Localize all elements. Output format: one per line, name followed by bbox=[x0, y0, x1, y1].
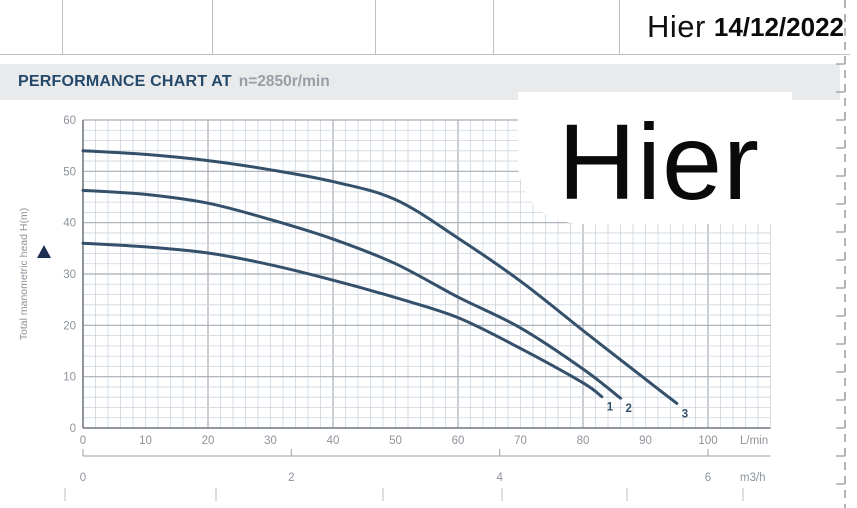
svg-text:m3/h: m3/h bbox=[740, 472, 766, 484]
curve-2 bbox=[81, 188, 622, 400]
curve-label-1: 1 bbox=[607, 402, 614, 414]
svg-text:50: 50 bbox=[63, 166, 76, 178]
table-cell bbox=[494, 0, 620, 54]
table-cell bbox=[0, 0, 63, 54]
svg-text:20: 20 bbox=[202, 435, 215, 447]
svg-text:100: 100 bbox=[698, 435, 717, 447]
chart-speed-subtitle: n=2850r/min bbox=[238, 73, 330, 90]
chart-title-bar: PERFORMANCE CHART AT n=2850r/min bbox=[0, 64, 840, 100]
curve-label-2: 2 bbox=[626, 403, 632, 415]
svg-text:20: 20 bbox=[63, 320, 76, 332]
stamp-date: 14/12/2022 bbox=[713, 11, 844, 42]
svg-text:10: 10 bbox=[63, 372, 76, 384]
curve-3 bbox=[81, 149, 679, 405]
chart-title: PERFORMANCE CHART AT bbox=[18, 73, 232, 90]
svg-text:50: 50 bbox=[389, 435, 402, 447]
stamp-word: Hier bbox=[647, 9, 706, 44]
svg-text:60: 60 bbox=[452, 435, 465, 447]
curve-label-3: 3 bbox=[682, 408, 688, 420]
y-axis-ticks: 0 10 20 30 40 50 60 bbox=[63, 115, 76, 435]
x-axis-ticks: 0 10 20 30 40 50 60 70 80 90 100 L/min bbox=[80, 435, 768, 447]
bottom-cell-ticks bbox=[64, 488, 744, 501]
svg-text:70: 70 bbox=[514, 435, 527, 447]
svg-text:40: 40 bbox=[327, 435, 340, 447]
watermark-text: Hier bbox=[558, 101, 761, 222]
chart-grid bbox=[82, 119, 771, 429]
y-axis-title: Total manometric head H(m) bbox=[18, 207, 30, 341]
top-table-row: Hier 14/12/2022 bbox=[0, 0, 850, 55]
secondary-x-axis: 0 2 4 6 m3/h bbox=[80, 449, 771, 484]
svg-text:60: 60 bbox=[63, 115, 76, 127]
table-cell bbox=[376, 0, 494, 54]
watermark-backdrop bbox=[518, 92, 792, 224]
svg-text:80: 80 bbox=[577, 435, 590, 447]
svg-text:30: 30 bbox=[264, 435, 277, 447]
svg-text:2: 2 bbox=[288, 472, 294, 484]
right-ruler bbox=[836, 0, 846, 508]
svg-text:0: 0 bbox=[80, 435, 86, 447]
svg-text:0: 0 bbox=[80, 472, 86, 484]
svg-text:30: 30 bbox=[63, 269, 76, 281]
triangle-marker bbox=[37, 245, 51, 258]
svg-text:6: 6 bbox=[705, 472, 711, 484]
table-cell bbox=[213, 0, 376, 54]
svg-text:40: 40 bbox=[63, 218, 76, 230]
curve-1 bbox=[81, 241, 604, 399]
svg-text:90: 90 bbox=[639, 435, 652, 447]
table-cell bbox=[63, 0, 213, 54]
svg-text:4: 4 bbox=[496, 472, 503, 484]
svg-text:0: 0 bbox=[70, 423, 76, 435]
svg-text:10: 10 bbox=[139, 435, 152, 447]
table-cell-stamp: Hier 14/12/2022 bbox=[620, 0, 850, 54]
svg-text:L/min: L/min bbox=[740, 435, 768, 447]
